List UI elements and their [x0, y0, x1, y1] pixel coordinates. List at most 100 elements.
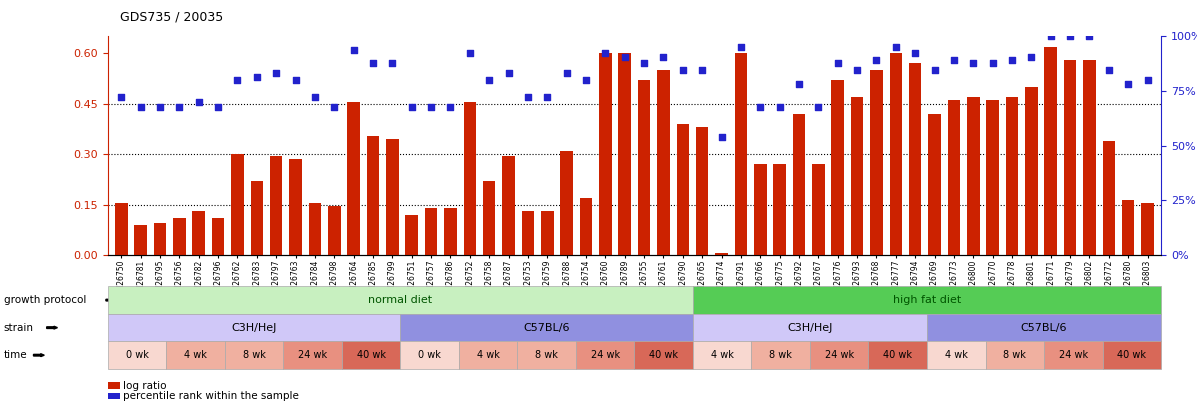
Point	[1080, 33, 1099, 40]
Bar	[309, 203, 321, 255]
Bar	[115, 203, 128, 255]
Point	[518, 94, 537, 100]
Point	[634, 60, 654, 66]
Point	[248, 74, 267, 80]
Bar	[1141, 203, 1154, 255]
Point	[654, 53, 673, 60]
Point	[731, 43, 751, 50]
Point	[964, 60, 983, 66]
Point	[1099, 67, 1118, 73]
Point	[1118, 80, 1137, 87]
Bar	[482, 181, 496, 255]
Text: C3H/HeJ: C3H/HeJ	[231, 323, 277, 333]
Point	[693, 67, 712, 73]
Bar	[463, 102, 476, 255]
Point	[267, 70, 286, 77]
Text: 0 wk: 0 wk	[126, 350, 148, 360]
Bar	[619, 53, 631, 255]
Text: 24 wk: 24 wk	[590, 350, 620, 360]
Point	[208, 104, 227, 110]
Point	[615, 53, 634, 60]
Bar	[676, 124, 689, 255]
Text: log ratio: log ratio	[123, 381, 166, 390]
Text: normal diet: normal diet	[369, 295, 432, 305]
Bar	[1122, 200, 1135, 255]
Text: 8 wk: 8 wk	[243, 350, 266, 360]
Point	[1002, 57, 1021, 63]
Point	[1041, 33, 1061, 40]
Point	[867, 57, 886, 63]
Point	[170, 104, 189, 110]
Bar	[560, 151, 573, 255]
Text: GDS735 / 20035: GDS735 / 20035	[120, 10, 223, 23]
Text: 4 wk: 4 wk	[476, 350, 499, 360]
Point	[189, 99, 208, 105]
Text: strain: strain	[4, 323, 34, 333]
Point	[712, 134, 731, 141]
Point	[577, 77, 596, 83]
Point	[751, 104, 770, 110]
Text: 4 wk: 4 wk	[944, 350, 967, 360]
Text: high fat diet: high fat diet	[893, 295, 961, 305]
Point	[499, 70, 518, 77]
Bar	[579, 198, 593, 255]
Bar	[366, 136, 379, 255]
Point	[421, 104, 440, 110]
Bar	[134, 225, 147, 255]
Text: C57BL/6: C57BL/6	[1021, 323, 1068, 333]
Point	[983, 60, 1002, 66]
Bar	[387, 139, 399, 255]
Point	[1138, 77, 1157, 83]
Text: 4 wk: 4 wk	[184, 350, 207, 360]
Bar	[735, 53, 747, 255]
Point	[828, 60, 847, 66]
Bar	[1064, 60, 1076, 255]
Point	[944, 57, 964, 63]
Point	[286, 77, 305, 83]
Bar	[773, 164, 786, 255]
Bar	[231, 154, 244, 255]
Point	[537, 94, 557, 100]
Point	[596, 50, 615, 57]
Point	[111, 94, 130, 100]
Point	[151, 104, 170, 110]
Point	[480, 77, 499, 83]
Text: 24 wk: 24 wk	[1059, 350, 1088, 360]
Point	[440, 104, 460, 110]
Bar	[347, 102, 360, 255]
Text: time: time	[4, 350, 28, 360]
Point	[847, 67, 867, 73]
Bar	[754, 164, 766, 255]
Bar	[928, 114, 941, 255]
Bar	[792, 114, 806, 255]
Point	[130, 104, 150, 110]
Point	[402, 104, 421, 110]
Point	[383, 60, 402, 66]
Text: 4 wk: 4 wk	[711, 350, 734, 360]
Bar	[212, 218, 224, 255]
Point	[344, 47, 363, 53]
Point	[227, 77, 247, 83]
Bar	[541, 211, 553, 255]
Text: 40 wk: 40 wk	[649, 350, 679, 360]
Bar	[638, 80, 650, 255]
Bar	[425, 208, 437, 255]
Bar	[1045, 47, 1057, 255]
Point	[364, 60, 383, 66]
Bar	[986, 100, 999, 255]
Text: 8 wk: 8 wk	[535, 350, 558, 360]
Text: 40 wk: 40 wk	[1117, 350, 1147, 360]
Text: C57BL/6: C57BL/6	[523, 323, 570, 333]
Bar	[174, 218, 186, 255]
Bar	[695, 127, 709, 255]
Bar	[851, 97, 863, 255]
Point	[1022, 53, 1041, 60]
Bar	[522, 211, 534, 255]
Point	[770, 104, 789, 110]
Text: C3H/HeJ: C3H/HeJ	[788, 323, 833, 333]
Bar	[153, 223, 166, 255]
Bar	[889, 53, 903, 255]
Text: percentile rank within the sample: percentile rank within the sample	[123, 391, 299, 401]
Point	[1061, 33, 1080, 40]
Bar	[948, 100, 960, 255]
